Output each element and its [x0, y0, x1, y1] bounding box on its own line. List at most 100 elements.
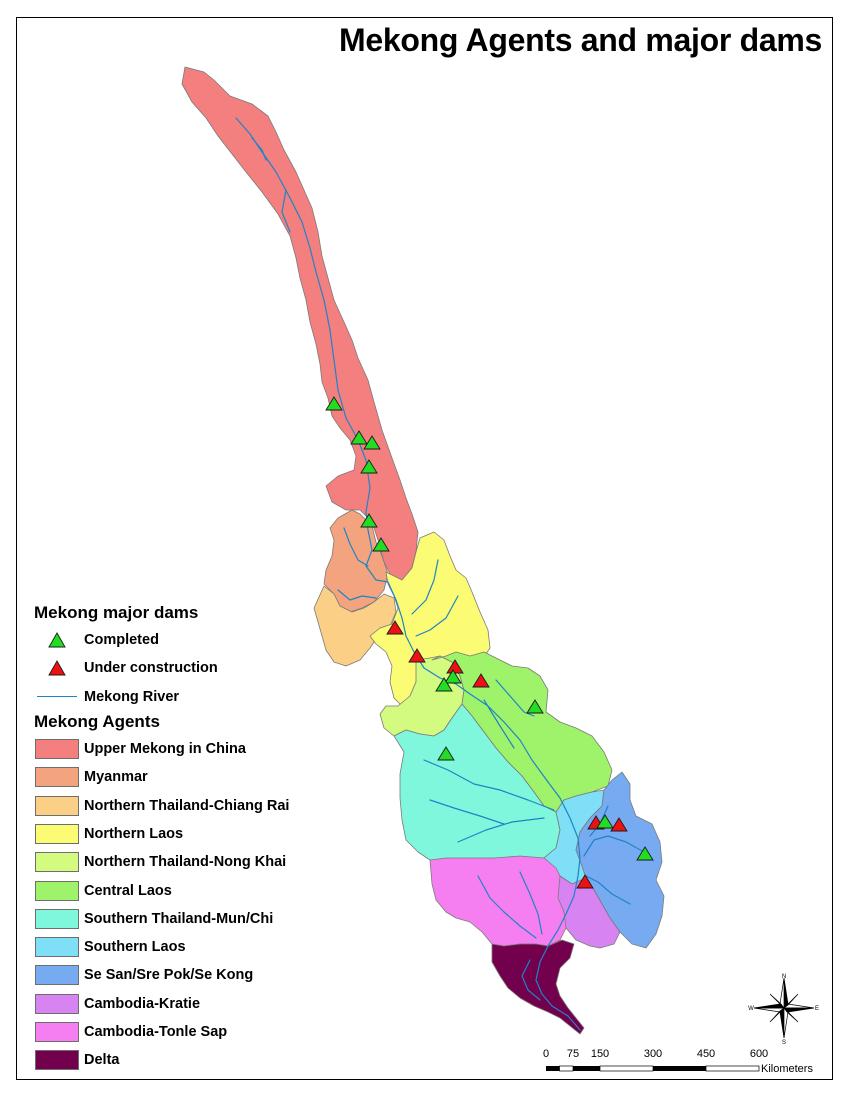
- legend-label: Northern Thailand-Chiang Rai: [84, 797, 290, 814]
- color-swatch: [35, 908, 79, 929]
- scale-tick: 150: [590, 1048, 610, 1060]
- color-swatch: [35, 739, 79, 760]
- river-tributary: [457, 817, 545, 843]
- scale-tick: 75: [566, 1048, 580, 1060]
- scale-bar-graphic: [546, 1065, 760, 1072]
- river-line-icon: [37, 696, 77, 698]
- dam-completed: [444, 669, 462, 684]
- color-swatch: [35, 965, 79, 986]
- legend-label: Completed: [84, 632, 159, 649]
- legend-agent-myanmar: Myanmar: [34, 763, 324, 791]
- legend-label: Myanmar: [84, 769, 148, 786]
- legend-label: Under construction: [84, 660, 218, 677]
- legend-label: Delta: [84, 1052, 120, 1069]
- color-swatch: [35, 852, 79, 873]
- legend-label: Upper Mekong in China: [84, 741, 246, 758]
- triangle-up-icon: [48, 660, 66, 676]
- dam-completed: [435, 677, 453, 692]
- region-cambodia-tonle-sap: [429, 855, 567, 947]
- map-title: Mekong Agents and major dams: [339, 22, 822, 58]
- legend-agent-se-san-sre-pok-se-kong: Se San/Sre Pok/Se Kong: [34, 961, 324, 989]
- region-upper-mekong-china: [181, 66, 419, 581]
- scale-tick: 300: [643, 1048, 663, 1060]
- river-tributary: [519, 871, 543, 935]
- compass-n: N: [782, 974, 786, 980]
- legend-item-under-construction: Under construction: [34, 654, 324, 682]
- river-mainstem: [235, 117, 581, 1031]
- dam-completed: [437, 746, 455, 761]
- color-swatch: [35, 823, 79, 844]
- river-tributary: [411, 559, 439, 615]
- scale-tick: 600: [749, 1048, 769, 1060]
- legend: Mekong major dams Completed Under constr…: [34, 602, 324, 1074]
- scale-tick: 450: [696, 1048, 716, 1060]
- scale-unit-label: Kilometers: [761, 1063, 813, 1075]
- legend-agent-northern-thailand-chiang-rai: Northern Thailand-Chiang Rai: [34, 791, 324, 819]
- color-swatch: [35, 1050, 79, 1071]
- legend-agent-cambodia-tonle-sap: Cambodia-Tonle Sap: [34, 1018, 324, 1046]
- legend-item-mekong-river: Mekong River: [34, 683, 324, 711]
- color-swatch: [35, 767, 79, 788]
- river-tributary: [281, 189, 291, 233]
- legend-label: Northern Laos: [84, 825, 184, 842]
- river-tributary: [415, 595, 459, 637]
- river-tributary: [495, 679, 535, 717]
- dam-completed: [596, 814, 614, 829]
- dam-completed: [350, 430, 368, 445]
- legend-label: Southern Laos: [84, 939, 186, 956]
- scale-tick: 0: [542, 1048, 550, 1060]
- legend-agent-upper-mekong-china: Upper Mekong in China: [34, 735, 324, 763]
- dam-completed: [636, 846, 654, 861]
- north-arrow-icon: N S E W: [748, 974, 819, 1044]
- legend-agent-southern-laos: Southern Laos: [34, 933, 324, 961]
- scale-bar: 0 75 150 300 450 600 Kilometers: [540, 1048, 840, 1078]
- dam-under-construction: [610, 817, 628, 832]
- legend-label: Central Laos: [84, 882, 172, 899]
- legend-agent-northern-laos: Northern Laos: [34, 820, 324, 848]
- river-tributary: [423, 759, 555, 811]
- legend-label: Cambodia-Tonle Sap: [84, 1024, 228, 1040]
- region-delta: [491, 939, 585, 1035]
- river-tributary: [337, 589, 377, 601]
- river-tributary: [429, 799, 505, 825]
- river-tributary: [585, 875, 631, 905]
- legend-agent-central-laos: Central Laos: [34, 876, 324, 904]
- river-tributary: [477, 875, 537, 939]
- legend-label: Southern Thailand-Mun/Chi: [84, 910, 274, 927]
- dam-completed: [526, 699, 544, 714]
- river-tributary: [483, 699, 515, 749]
- legend-agent-cambodia-kratie: Cambodia-Kratie: [34, 990, 324, 1018]
- color-swatch: [35, 993, 79, 1014]
- dam-under-construction: [386, 620, 404, 635]
- legend-label: Northern Thailand-Nong Khai: [84, 854, 287, 871]
- dam-completed: [360, 513, 378, 528]
- legend-agent-delta: Delta: [34, 1046, 324, 1074]
- legend-dams-heading: Mekong major dams: [34, 603, 199, 622]
- legend-item-completed: Completed: [34, 626, 324, 654]
- color-swatch: [35, 1022, 79, 1042]
- color-swatch: [35, 880, 79, 901]
- dam-completed: [325, 396, 343, 411]
- legend-agent-southern-thailand-mun-chi: Southern Thailand-Mun/Chi: [34, 905, 324, 933]
- compass-w: W: [748, 1006, 754, 1012]
- dam-under-construction: [408, 648, 426, 663]
- dam-under-construction: [576, 874, 594, 889]
- mekong-river: [235, 117, 645, 1031]
- dam-completed: [363, 435, 381, 450]
- river-tributary: [583, 835, 645, 857]
- river-tributary: [521, 959, 541, 1001]
- compass-e: E: [815, 1006, 819, 1012]
- dam-completed: [372, 537, 390, 552]
- compass-s: S: [782, 1040, 786, 1044]
- river-tributary: [343, 527, 369, 567]
- dam-under-construction: [472, 673, 490, 688]
- legend-label: Mekong River: [84, 688, 180, 705]
- triangle-up-icon: [48, 632, 66, 648]
- dam-completed: [360, 459, 378, 474]
- river-tributary: [251, 137, 267, 161]
- color-swatch: [35, 795, 79, 816]
- region-se-san-sre-pok-se-kong: [575, 771, 665, 949]
- legend-label: Cambodia-Kratie: [84, 995, 201, 1012]
- legend-agent-northern-thailand-nong-khai: Northern Thailand-Nong Khai: [34, 848, 324, 876]
